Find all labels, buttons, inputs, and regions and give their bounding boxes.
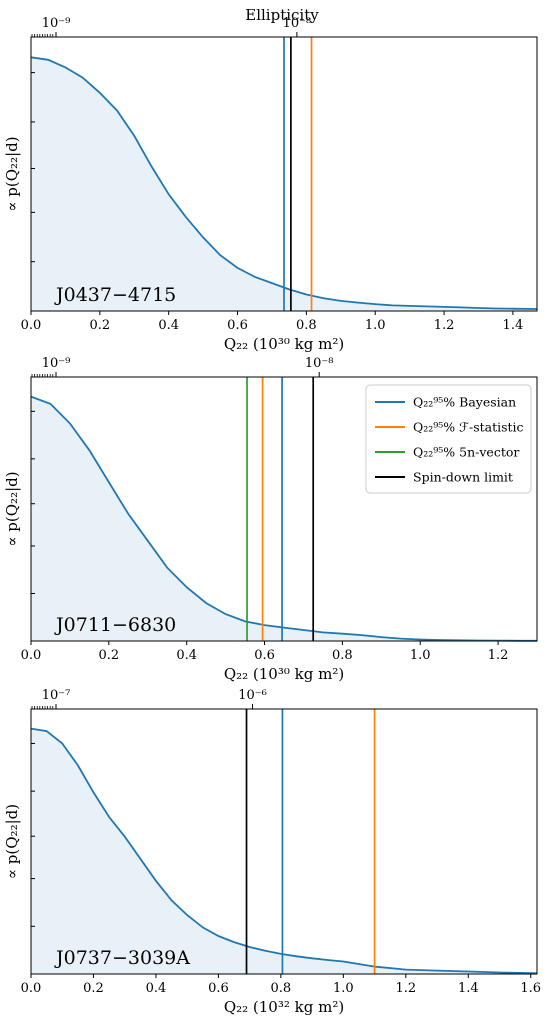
- figure-title: Ellipticity: [245, 6, 319, 24]
- x-tick-label: 0.6: [254, 648, 275, 663]
- x-tick-label: 1.4: [503, 318, 524, 333]
- top-tick-label: 10⁻⁷: [42, 688, 71, 703]
- x-axis-label: Q₂₂ (10³⁰ kg m²): [224, 665, 344, 683]
- legend-box: [365, 384, 532, 494]
- x-tick-label: 0.8: [296, 318, 317, 333]
- top-tick-label: 10⁻⁸: [305, 356, 334, 371]
- x-tick-label: 1.0: [365, 318, 386, 333]
- pulsar-label: J0437−4715: [54, 284, 176, 306]
- posterior-area: [31, 57, 537, 311]
- x-tick-label: 0.2: [89, 318, 110, 333]
- x-tick-label: 0.4: [158, 318, 179, 333]
- x-tick-label: 1.2: [434, 318, 455, 333]
- posterior-area: [31, 396, 537, 641]
- legend-label: Spin-down limit: [413, 470, 513, 485]
- x-tick-label: 0.4: [146, 981, 167, 996]
- x-tick-label: 1.2: [395, 981, 416, 996]
- legend-label: Q₂₂⁹⁵% 5n-vector: [413, 445, 519, 460]
- y-axis-label: ∝ p(Q₂₂|d): [3, 471, 21, 546]
- legend-label: Q₂₂⁹⁵% Bayesian: [413, 395, 516, 410]
- x-tick-label: 0.6: [227, 318, 248, 333]
- pulsar-label: J0737−3039A: [54, 947, 190, 969]
- top-tick-label: 10⁻⁶: [238, 688, 267, 703]
- legend-label: Q₂₂⁹⁵% ℱ-statistic: [413, 420, 524, 435]
- x-tick-label: 0.6: [208, 981, 229, 996]
- y-axis-label: ∝ p(Q₂₂|d): [3, 136, 21, 211]
- axes-frame: [30, 708, 538, 975]
- posterior-area: [31, 728, 537, 974]
- x-tick-label: 1.0: [333, 981, 354, 996]
- axes-frame: [30, 376, 538, 642]
- pulsar-label: J0711−6830: [54, 614, 176, 636]
- x-tick-label: 0.4: [176, 648, 197, 663]
- x-tick-label: 1.0: [410, 648, 431, 663]
- x-tick-label: 1.4: [458, 981, 479, 996]
- x-tick-label: 0.8: [271, 981, 292, 996]
- x-tick-label: 0.0: [21, 648, 42, 663]
- top-tick-label: 10⁻⁸: [283, 16, 312, 31]
- x-axis-label: Q₂₂ (10³² kg m²): [224, 998, 344, 1016]
- axes-frame: [30, 36, 538, 312]
- x-axis-label: Q₂₂ (10³⁰ kg m²): [224, 335, 344, 353]
- posterior-curve: [30, 56, 538, 310]
- x-tick-label: 0.0: [21, 318, 42, 333]
- x-tick-label: 0.2: [83, 981, 104, 996]
- x-tick-label: 1.6: [520, 981, 541, 996]
- top-tick-label: 10⁻⁹: [42, 16, 71, 31]
- top-tick-label: 10⁻⁹: [42, 356, 71, 371]
- posterior-curve: [30, 395, 537, 642]
- y-axis-label: ∝ p(Q₂₂|d): [3, 804, 21, 879]
- x-tick-label: 0.8: [332, 648, 353, 663]
- x-tick-label: 1.2: [488, 648, 509, 663]
- posterior-curve: [30, 727, 538, 975]
- x-tick-label: 0.0: [21, 981, 42, 996]
- x-tick-label: 0.2: [99, 648, 120, 663]
